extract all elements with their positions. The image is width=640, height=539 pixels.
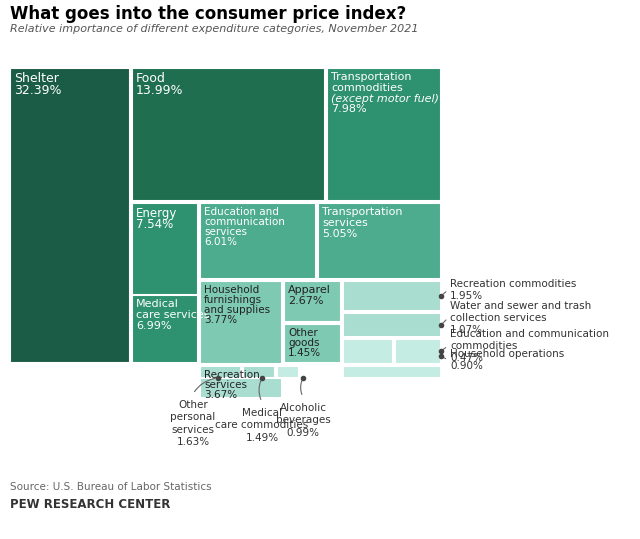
Text: Medical: Medical xyxy=(136,299,179,309)
Text: communication: communication xyxy=(204,217,285,227)
Bar xyxy=(343,366,441,378)
Text: Source: U.S. Bureau of Labor Statistics: Source: U.S. Bureau of Labor Statistics xyxy=(10,482,212,492)
Text: Relative importance of different expenditure categories, November 2021: Relative importance of different expendi… xyxy=(10,24,419,34)
Text: Household operations
0.90%: Household operations 0.90% xyxy=(450,349,564,371)
Text: Recreation: Recreation xyxy=(204,370,260,380)
Bar xyxy=(243,366,275,378)
Text: Other
personal
services
1.63%: Other personal services 1.63% xyxy=(170,400,216,447)
Text: Water and sewer and trash
collection services
1.07%: Water and sewer and trash collection ser… xyxy=(450,301,591,335)
Text: 32.39%: 32.39% xyxy=(14,84,61,97)
Text: PEW RESEARCH CENTER: PEW RESEARCH CENTER xyxy=(10,498,170,511)
Text: 7.98%: 7.98% xyxy=(331,105,367,114)
Text: (except motor fuel): (except motor fuel) xyxy=(331,94,439,103)
Text: Recreation commodities
1.95%: Recreation commodities 1.95% xyxy=(450,279,577,301)
Bar xyxy=(284,324,341,363)
Bar xyxy=(200,281,282,364)
Text: furnishings: furnishings xyxy=(204,295,262,305)
Bar xyxy=(10,68,130,363)
Bar xyxy=(132,203,198,363)
Text: 3.67%: 3.67% xyxy=(204,390,237,400)
Text: services: services xyxy=(322,218,368,228)
Text: Other: Other xyxy=(288,328,317,338)
Bar xyxy=(343,281,441,311)
Text: Medical
care commodities
1.49%: Medical care commodities 1.49% xyxy=(216,408,308,443)
Text: Transportation: Transportation xyxy=(322,207,403,217)
Text: 6.99%: 6.99% xyxy=(136,321,172,330)
Bar xyxy=(132,295,198,363)
Bar xyxy=(327,68,441,201)
Text: commodities: commodities xyxy=(331,83,403,93)
Text: goods: goods xyxy=(288,338,319,348)
Bar xyxy=(318,203,441,279)
Bar xyxy=(284,281,341,322)
Text: 1.45%: 1.45% xyxy=(288,348,321,358)
Bar xyxy=(200,203,316,279)
Text: 3.77%: 3.77% xyxy=(204,315,237,326)
Bar xyxy=(277,366,299,378)
Text: 13.99%: 13.99% xyxy=(136,84,184,97)
Text: Apparel: Apparel xyxy=(288,285,331,295)
Text: Food: Food xyxy=(136,72,166,85)
Bar xyxy=(395,339,441,364)
Text: services: services xyxy=(204,380,247,390)
Text: 6.01%: 6.01% xyxy=(204,237,237,247)
Text: services: services xyxy=(204,227,247,237)
Text: Education and communication
commodities
0.47%: Education and communication commodities … xyxy=(450,329,609,363)
Text: Energy: Energy xyxy=(136,207,177,220)
Text: Education and: Education and xyxy=(204,207,279,217)
Bar xyxy=(343,339,393,364)
Text: Shelter: Shelter xyxy=(14,72,59,85)
Bar xyxy=(200,366,241,378)
Text: What goes into the consumer price index?: What goes into the consumer price index? xyxy=(10,5,406,23)
Text: Household: Household xyxy=(204,285,259,295)
Text: Transportation: Transportation xyxy=(331,72,412,82)
Text: 2.67%: 2.67% xyxy=(288,296,323,306)
Text: 7.54%: 7.54% xyxy=(136,218,173,231)
Bar xyxy=(132,68,325,201)
Text: and supplies: and supplies xyxy=(204,305,270,315)
Bar xyxy=(343,313,441,337)
Text: Alcoholic
beverages
0.99%: Alcoholic beverages 0.99% xyxy=(276,403,330,438)
Text: 5.05%: 5.05% xyxy=(322,229,357,239)
Bar xyxy=(200,366,282,398)
Text: care services: care services xyxy=(136,310,209,320)
